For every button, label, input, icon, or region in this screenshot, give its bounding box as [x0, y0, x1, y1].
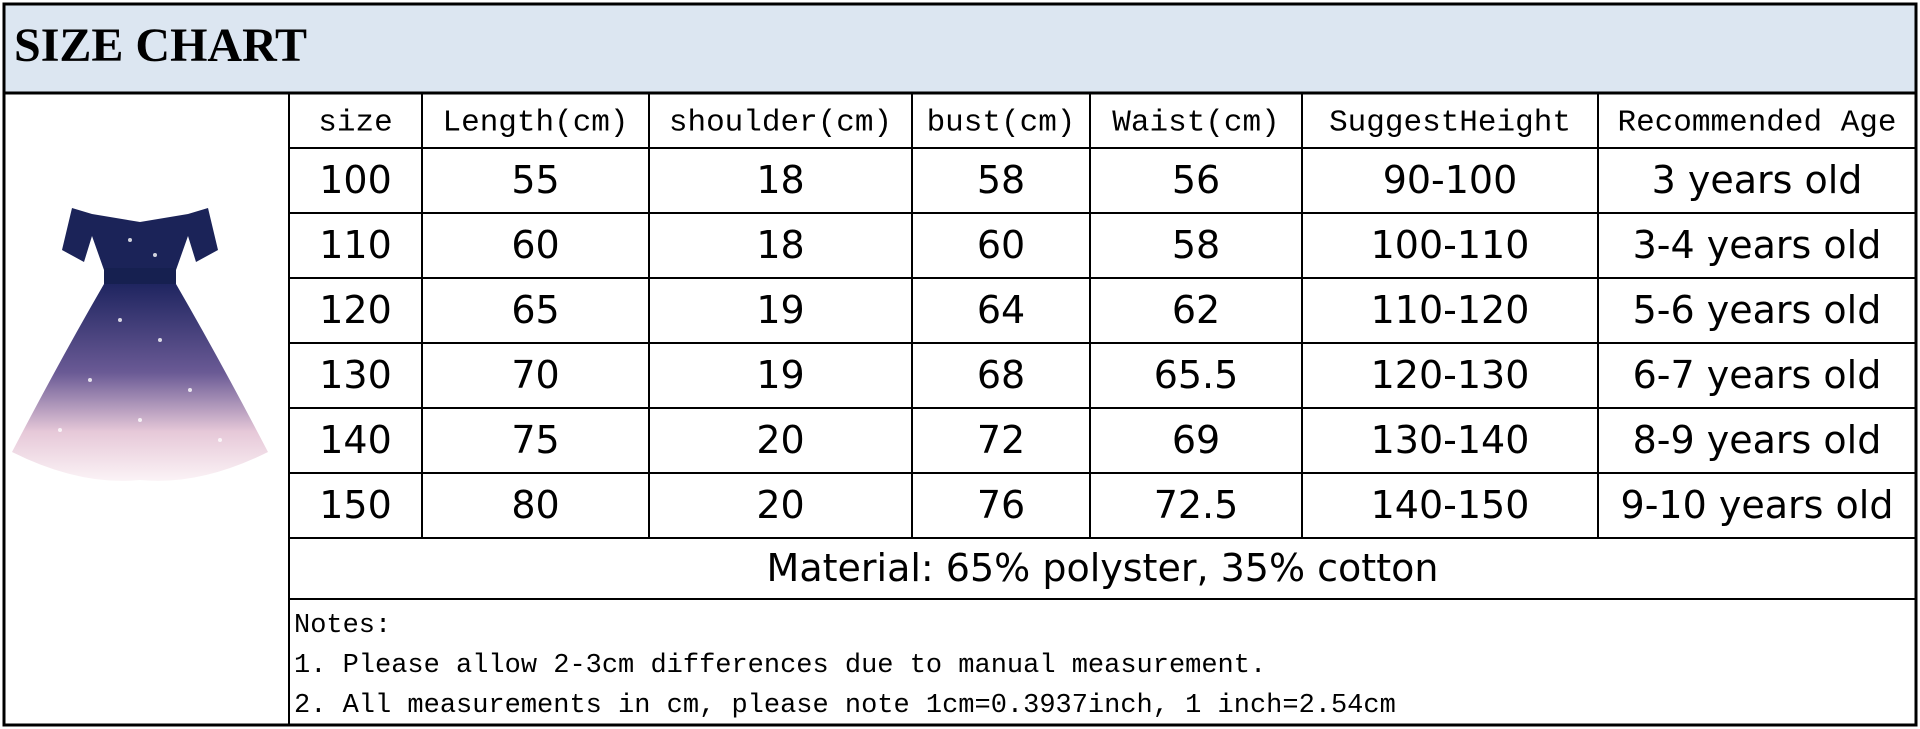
table-cell: 60	[977, 223, 1025, 267]
table-cell: 140	[319, 418, 392, 462]
table-cell: 65	[511, 288, 559, 332]
table-cell: 3-4 years old	[1633, 223, 1882, 267]
table-cell: 72	[977, 418, 1025, 462]
material: Material: 65% polyster, 35% cotton	[767, 546, 1439, 590]
column-header: Waist(cm)	[1112, 106, 1279, 141]
table-cell: 19	[756, 288, 804, 332]
table-cell: 120-130	[1371, 353, 1530, 397]
table-cell: 110-120	[1371, 288, 1530, 332]
table-cell: 75	[511, 418, 559, 462]
table-cell: 5-6 years old	[1633, 288, 1882, 332]
dress-image	[12, 208, 268, 481]
header-bar	[2, 2, 1918, 95]
table-cell: 90-100	[1383, 158, 1518, 202]
table-cell: 9-10 years old	[1621, 483, 1894, 527]
table-cell: 20	[756, 418, 804, 462]
notes-title: Notes:	[294, 611, 391, 641]
column-header: Recommended Age	[1617, 106, 1896, 141]
table-cell: 120	[319, 288, 392, 332]
table-cell: 56	[1172, 158, 1220, 202]
table-cell: 130	[319, 353, 392, 397]
table-cell: 20	[756, 483, 804, 527]
column-header: size	[318, 106, 392, 141]
table-cell: 68	[977, 353, 1025, 397]
table-cell: 70	[511, 353, 559, 397]
table-cell: 130-140	[1371, 418, 1530, 462]
table-cell: 6-7 years old	[1633, 353, 1882, 397]
table-cell: 65.5	[1154, 353, 1239, 397]
column-header: SuggestHeight	[1329, 106, 1571, 141]
table-cell: 110	[319, 223, 392, 267]
table-cell: 72.5	[1154, 483, 1239, 527]
table-cell: 19	[756, 353, 804, 397]
table-cell: 150	[319, 483, 392, 527]
column-header: bust(cm)	[927, 106, 1076, 141]
table-cell: 140-150	[1371, 483, 1530, 527]
table-cell: 100-110	[1371, 223, 1530, 267]
table-cell: 64	[977, 288, 1025, 332]
table-cell: 69	[1172, 418, 1220, 462]
title: SIZE CHART	[14, 19, 307, 72]
table-cell: 18	[756, 158, 804, 202]
note-line: 2. All measurements in cm, please note 1…	[294, 691, 1396, 721]
table-cell: 76	[977, 483, 1025, 527]
table-cell: 8-9 years old	[1633, 418, 1882, 462]
table-cell: 58	[1172, 223, 1220, 267]
column-header: shoulder(cm)	[669, 106, 892, 141]
table-cell: 100	[319, 158, 392, 202]
table-cell: 60	[511, 223, 559, 267]
table-cell: 58	[977, 158, 1025, 202]
table-cell: 3 years old	[1652, 158, 1863, 202]
table-cell: 62	[1172, 288, 1220, 332]
table-cell: 80	[511, 483, 559, 527]
table-cell: 18	[756, 223, 804, 267]
note-line: 1. Please allow 2-3cm differences due to…	[294, 651, 1266, 681]
table-cell: 55	[511, 158, 559, 202]
column-header: Length(cm)	[442, 106, 628, 141]
